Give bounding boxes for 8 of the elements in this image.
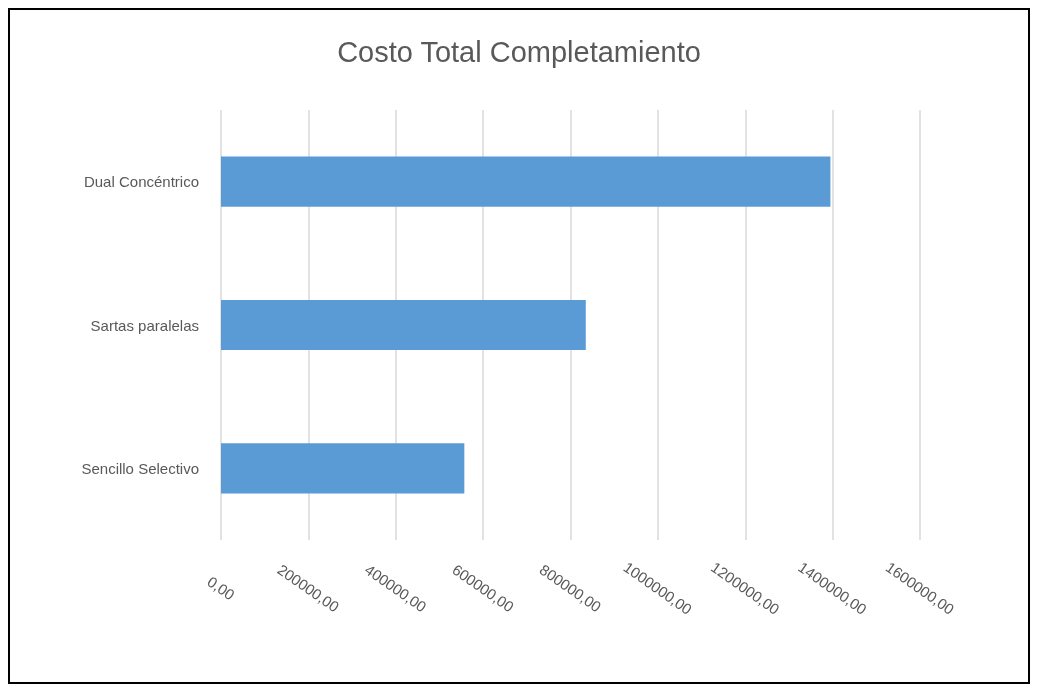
chart-title: Costo Total Completamiento [337, 35, 701, 68]
bar [221, 156, 831, 207]
y-tick-label: Sencillo Selectivo [81, 459, 199, 477]
bar [221, 443, 465, 494]
x-tick-label: 0,00 [204, 572, 238, 604]
y-tick-label: Sartas paralelas [90, 316, 199, 334]
y-tick-label: Dual Concéntrico [83, 173, 199, 191]
bar [221, 299, 586, 351]
